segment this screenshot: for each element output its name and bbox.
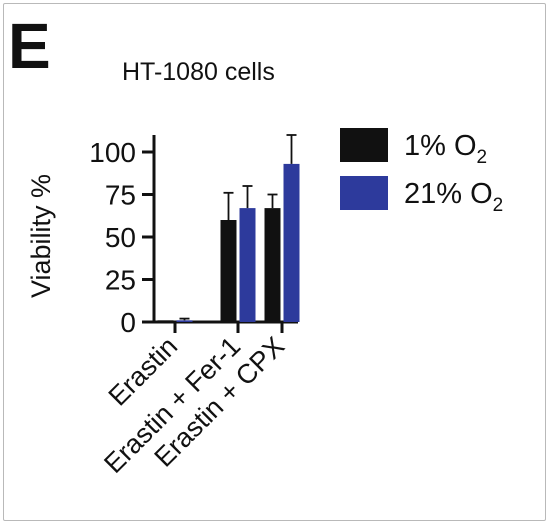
chart-title: HT-1080 cells <box>122 58 275 86</box>
y-tick-label: 50 <box>105 222 136 253</box>
y-tick-label: 0 <box>120 307 136 338</box>
legend-label: 21% O2 <box>404 178 503 216</box>
y-tick-label: 25 <box>105 265 136 296</box>
legend-label: 1% O2 <box>404 130 487 168</box>
bar <box>157 320 174 322</box>
y-axis-title: Viability % <box>26 174 56 298</box>
bar <box>264 208 281 322</box>
legend-swatch <box>340 128 388 162</box>
legend: 1% O2 21% O2 <box>340 128 503 216</box>
y-tick-label: 100 <box>89 137 136 168</box>
bar <box>283 163 300 322</box>
y-tick-label: 75 <box>105 180 136 211</box>
bar <box>176 320 193 322</box>
panel-frame <box>3 3 546 521</box>
bar <box>239 208 256 322</box>
panel-label: E <box>8 10 51 82</box>
legend-swatch <box>340 176 388 210</box>
bar <box>220 220 237 322</box>
